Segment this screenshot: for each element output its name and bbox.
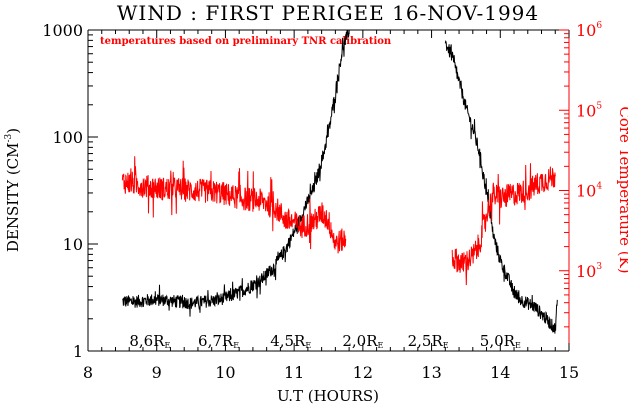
y-left-tick-label: 100 — [52, 128, 83, 147]
x-tick-label: 10 — [215, 363, 235, 382]
y-axis-right-label: Core Temperature (K) — [616, 106, 628, 273]
x-tick-label: 14 — [490, 363, 510, 382]
y-left-tick-label: 1 — [73, 342, 83, 361]
position-label: 4,5RE — [270, 332, 311, 350]
y-axis-left-label: DENSITY (CM-3) — [4, 128, 22, 252]
y-right-tick-label: 104 — [576, 182, 602, 201]
position-label: 2,0RE — [342, 332, 383, 350]
calibration-note: temperatures based on preliminary TNR ca… — [100, 36, 392, 47]
x-tick-label: 9 — [152, 363, 162, 382]
x-tick-label: 8 — [83, 363, 93, 382]
x-tick-label: 15 — [559, 363, 579, 382]
series-line-core-temperature — [121, 156, 347, 254]
series-line-density — [122, 30, 350, 317]
x-tick-label: 12 — [353, 363, 373, 382]
y-axis-left-label-exponent: -3 — [4, 133, 14, 142]
position-label: 6,7RE — [198, 332, 239, 350]
y-left-tick-label: 10 — [63, 235, 83, 254]
y-right-tick-label: 105 — [576, 101, 602, 120]
y-left-tick-label: 1000 — [42, 21, 83, 40]
y-axis-left-label-close: ) — [4, 128, 22, 134]
x-tick-label: 11 — [284, 363, 304, 382]
y-right-tick-label: 103 — [576, 262, 602, 281]
x-tick-label: 13 — [421, 363, 441, 382]
x-axis-label: U.T (HOURS) — [277, 387, 379, 405]
position-label: 8,6RE — [129, 332, 170, 350]
position-label: 2,5RE — [408, 332, 449, 350]
series-line-core-temperature — [451, 163, 556, 286]
position-label: 5,0RE — [480, 332, 521, 350]
y-axis-left-label-text: DENSITY (CM — [4, 142, 22, 252]
chart-title: WIND : FIRST PERIGEE 16-NOV-1994 — [117, 1, 539, 25]
y-right-tick-label: 106 — [576, 21, 602, 40]
series-line-density — [444, 40, 558, 334]
